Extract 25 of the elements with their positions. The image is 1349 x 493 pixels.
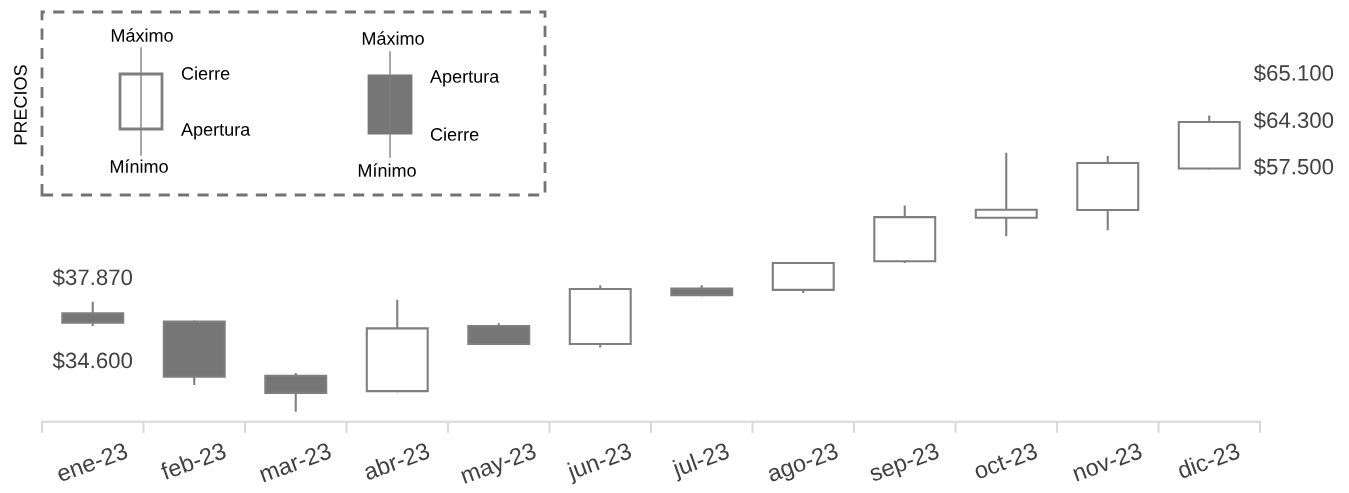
x-tick-label: ago-23 xyxy=(766,442,841,487)
text: $65.100 xyxy=(1253,64,1334,83)
y-axis-title: PRECIOS xyxy=(14,65,27,145)
x-tick-label: abr-23 xyxy=(362,441,431,481)
annotation: Cierre xyxy=(430,127,479,141)
text: Apertura xyxy=(430,70,500,87)
x-tick-label: ene-23 xyxy=(55,442,129,483)
annotation: $64.300 xyxy=(1253,111,1334,130)
annotation: $37.870 xyxy=(52,268,133,287)
x-tick-label: nov-23 xyxy=(1071,442,1143,482)
annotation: Mínimo xyxy=(110,159,168,173)
x-tick-label: oct-23 xyxy=(972,442,1039,480)
text: Máximo xyxy=(111,28,173,42)
x-tick-label: jul-23 xyxy=(670,441,732,482)
annotation: Apertura xyxy=(181,123,251,140)
text: Máximo xyxy=(362,31,424,45)
x-tick-label: sep-23 xyxy=(867,442,942,487)
x-tick-label: feb-23 xyxy=(159,441,227,481)
annotation: Mínimo xyxy=(358,163,416,177)
x-tick-label: mar-23 xyxy=(258,442,333,483)
candlestick xyxy=(974,152,1038,237)
text: Cierre xyxy=(181,66,230,80)
annotation: $34.600 xyxy=(52,351,133,370)
x-tick-label: dic-23 xyxy=(1176,441,1241,480)
annotation: $57.500 xyxy=(1253,157,1334,176)
